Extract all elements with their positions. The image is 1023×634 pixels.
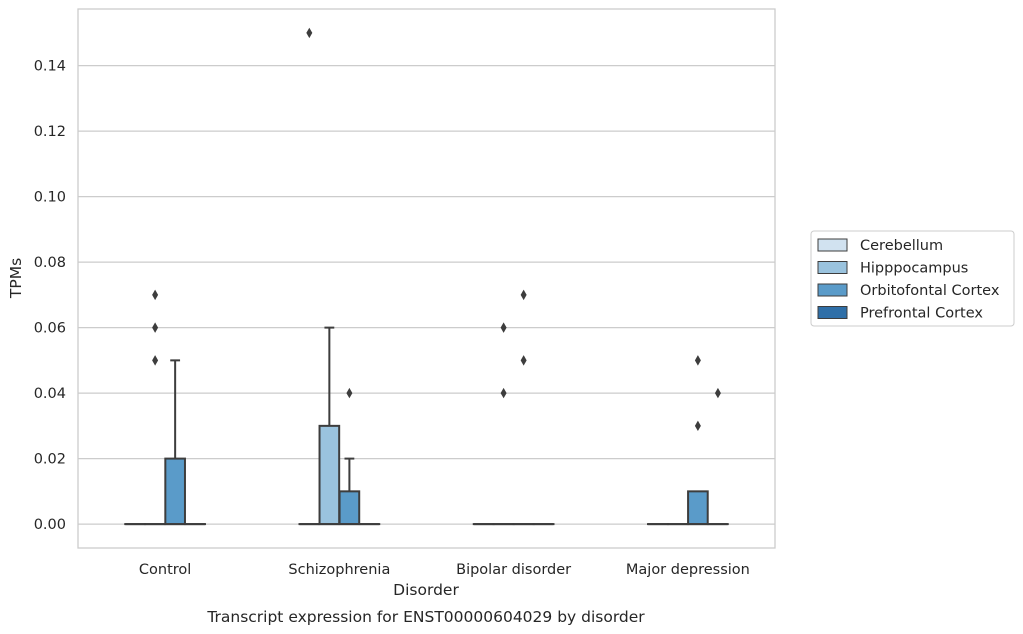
y-tick-label: 0.14 (34, 59, 66, 75)
box-body (687, 490, 709, 526)
outlier-point (152, 355, 159, 366)
outlier-point (306, 27, 313, 39)
outlier-point (694, 355, 701, 366)
y-tick-label: 0.00 (34, 517, 66, 533)
outlier-point (152, 289, 159, 301)
x-tick-label: Control (139, 562, 191, 578)
outlier-point (500, 322, 507, 333)
y-tick-label: 0.10 (34, 190, 66, 206)
box-2-2 (512, 289, 535, 526)
outlier-point (152, 322, 159, 333)
y-tick-label: 0.04 (34, 386, 66, 402)
box-body (338, 490, 361, 526)
legend-swatch (817, 283, 848, 297)
x-tick-label: Schizophrenia (288, 562, 390, 578)
box-body (164, 457, 186, 526)
box-3-3 (707, 387, 729, 526)
box-body (318, 424, 341, 526)
plot-frame (77, 8, 776, 549)
outlier-point (714, 387, 721, 399)
box-3-2 (687, 355, 709, 526)
y-axis-label: TPMs (7, 258, 25, 299)
gridlines (78, 65, 775, 525)
y-tick-label: 0.06 (34, 321, 66, 337)
y-tick-labels: 0.00 0.02 0.04 0.06 0.08 0.10 0.12 0.14 (34, 59, 66, 533)
outlier-point (520, 355, 527, 366)
box-1-2 (338, 387, 361, 526)
legend-label: Hipppocampus (860, 261, 968, 277)
legend-swatch (817, 261, 848, 274)
y-tick-label: 0.12 (34, 124, 66, 140)
x-tick-labels: Control Schizophrenia Bipolar disorder Majo… (139, 562, 750, 578)
outlier-point (500, 387, 507, 399)
plot-marks (124, 27, 729, 526)
chart-caption: Transcript expression for ENST0000060402… (206, 608, 645, 626)
box-1-0 (298, 27, 321, 526)
legend-swatch (817, 306, 848, 319)
y-tick-label: 0.08 (34, 255, 66, 271)
outlier-point (346, 387, 353, 399)
box-0-2 (164, 359, 186, 526)
x-axis-label: Disorder (393, 581, 459, 599)
legend-label: Prefrontal Cortex (860, 306, 983, 322)
outlier-point (694, 420, 701, 432)
box-2-1 (492, 322, 515, 526)
box-0-1 (144, 289, 166, 526)
legend: Cerebellum Hipppocampus Orbitofontal Corte… (810, 230, 1015, 327)
x-tick-label: Bipolar disorder (456, 562, 571, 578)
legend-label: Orbitofontal Cortex (860, 283, 1000, 299)
x-tick-label: Major depression (626, 562, 750, 578)
box-1-1 (318, 326, 341, 526)
legend-label: Cerebellum (860, 238, 943, 254)
legend-frame (810, 230, 1015, 327)
legend-swatch (817, 238, 848, 252)
y-tick-label: 0.02 (34, 452, 66, 468)
outlier-point (520, 289, 527, 301)
